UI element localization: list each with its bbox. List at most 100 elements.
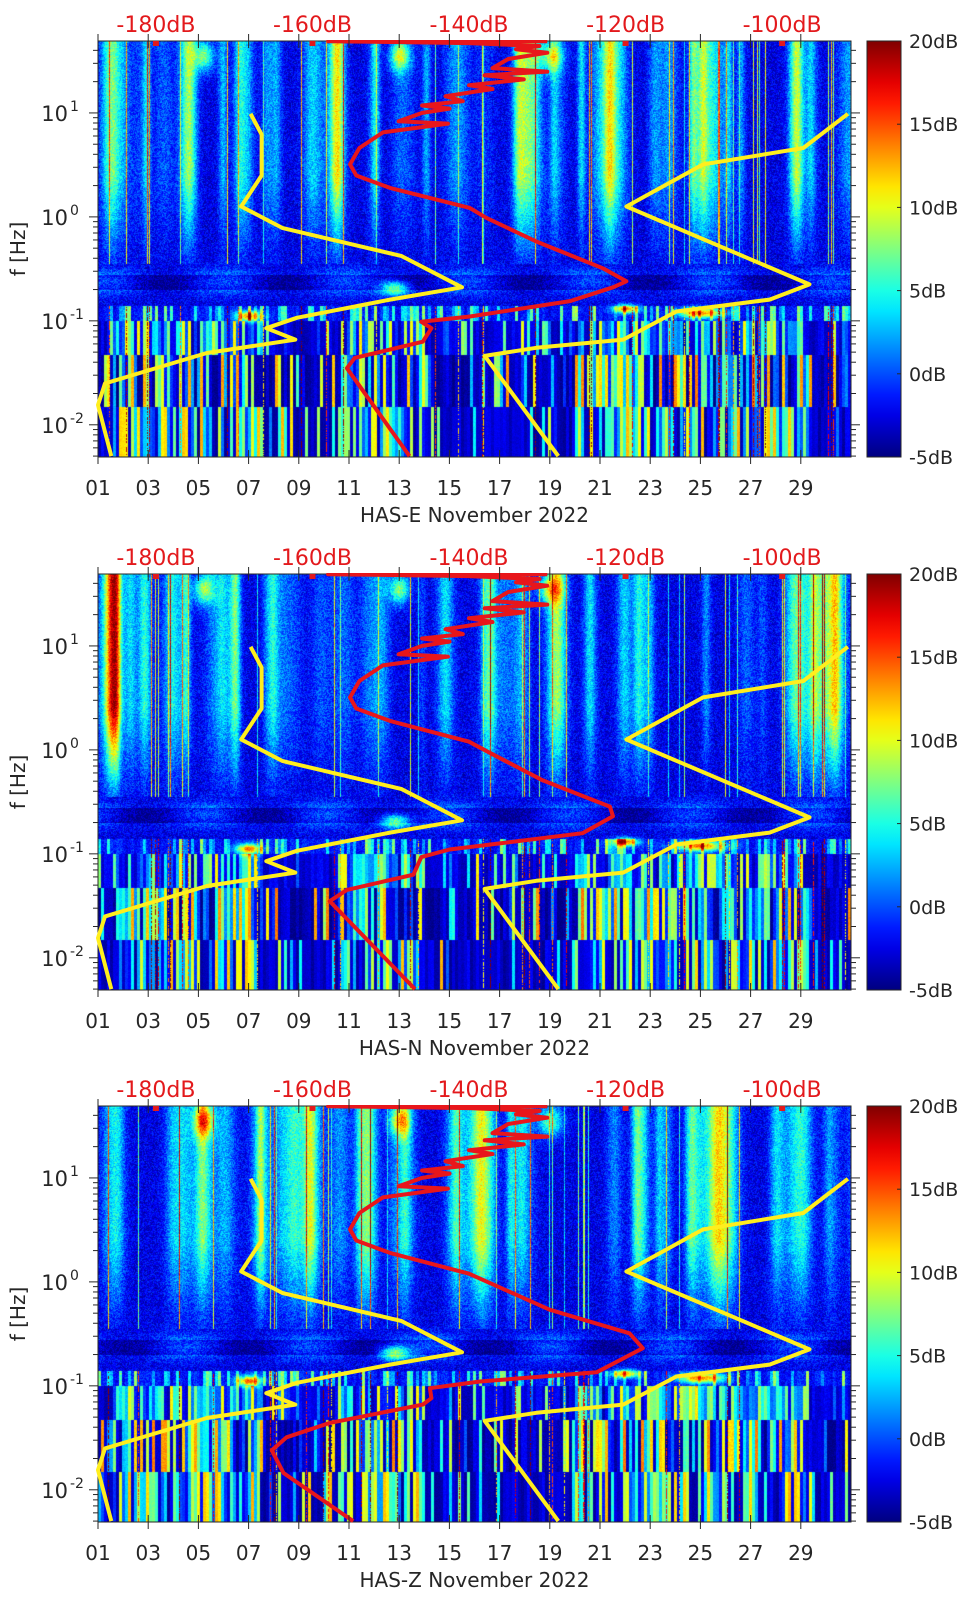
psd-curve	[326, 572, 615, 991]
x-axis-label: HAS-Z November 2022	[360, 1568, 590, 1592]
top-axis-label: -160dB	[273, 1078, 352, 1103]
x-tick-label: 03	[135, 1009, 160, 1033]
top-axis-marker	[779, 574, 786, 579]
top-margin	[0, 0, 962, 40]
x-tick-label: 29	[788, 476, 813, 500]
x-tick-label: 21	[587, 1541, 612, 1565]
y-tick-exponent: 1	[70, 632, 79, 648]
y-tick-label: 10	[41, 947, 68, 971]
top-axis-marker	[152, 1106, 159, 1111]
colorbar-label: 5dB	[909, 814, 946, 836]
colorbar-label: 10dB	[909, 1262, 958, 1284]
x-tick-label: 13	[386, 1009, 411, 1033]
y-tick-exponent: -1	[70, 840, 84, 856]
x-axis-label: HAS-N November 2022	[359, 1036, 590, 1060]
y-tick-label: 10	[41, 1375, 68, 1399]
high-noise-model-curve	[482, 645, 850, 991]
x-tick-label: 25	[688, 1009, 713, 1033]
colorbar-label: 20dB	[909, 564, 958, 586]
x-tick-label: 25	[688, 1541, 713, 1565]
y-tick-base: 10	[41, 1375, 68, 1399]
top-axis-label: -100dB	[743, 546, 822, 571]
top-axis-label: -140dB	[430, 13, 509, 38]
y-tick-exponent: -1	[70, 307, 84, 323]
x-tick-label: 13	[386, 1541, 411, 1565]
x-tick-label: 25	[688, 476, 713, 500]
x-tick-label: 05	[186, 1009, 211, 1033]
x-tick-label: 05	[186, 476, 211, 500]
colorbar-label: 0dB	[909, 897, 946, 919]
colorbar-label: -5dB	[909, 1512, 953, 1534]
x-tick-label: 01	[85, 1541, 110, 1565]
x-tick-label: 13	[386, 476, 411, 500]
y-tick-label: 10	[41, 1271, 68, 1295]
y-tick-base: 10	[41, 635, 68, 659]
y-tick-base: 10	[41, 843, 68, 867]
chart-svg: 01 03 05 07 09 11 13 15 17 19 21 23 25 27 29-180dB -160…	[0, 533, 962, 1060]
low-noise-model-curve	[96, 112, 464, 457]
top-axis-label: -120dB	[586, 1078, 665, 1103]
y-axis-label: f [Hz]	[6, 222, 30, 277]
y-tick-base: 10	[41, 414, 68, 438]
low-noise-model-curve	[96, 645, 464, 990]
y-tick-label: 10	[41, 414, 68, 438]
top-axis-marker	[309, 41, 316, 46]
x-tick-label: 17	[487, 1541, 512, 1565]
x-tick-label: 17	[487, 1009, 512, 1033]
y-tick-label: 10	[41, 843, 68, 867]
psd-curve	[269, 1104, 645, 1523]
top-margin	[0, 533, 962, 573]
colorbar-label: 5dB	[909, 281, 946, 303]
y-tick-base: 10	[41, 1167, 68, 1191]
y-tick-label: 10	[41, 310, 68, 334]
top-axis-label: -100dB	[743, 13, 822, 38]
y-tick-label: 10	[41, 739, 68, 763]
x-tick-label: 01	[85, 1009, 110, 1033]
x-tick-label: 19	[537, 476, 562, 500]
y-tick-base: 10	[41, 310, 68, 334]
x-tick-label: 27	[738, 476, 763, 500]
y-tick-base: 10	[41, 206, 68, 230]
x-tick-label: 03	[135, 476, 160, 500]
colorbar-label: 0dB	[909, 364, 946, 386]
x-tick-label: 07	[236, 476, 261, 500]
spectrogram-panel-e: 01 03 05 07 09 11 13 15 17 19 21 23 25 27 29 -180dB -160…	[0, 0, 962, 533]
x-tick-label: 27	[738, 1541, 763, 1565]
x-tick-label: 01	[85, 476, 110, 500]
y-tick-base: 10	[41, 1479, 68, 1503]
chart-svg: 01 03 05 07 09 11 13 15 17 19 21 23 25 27 29-180dB -160…	[0, 0, 962, 527]
top-axis-label: -180dB	[116, 13, 195, 38]
y-tick-label: 10	[41, 102, 68, 126]
psd-curve	[326, 39, 629, 458]
colorbar-label: 5dB	[909, 1346, 946, 1368]
top-axis-marker	[779, 41, 786, 46]
x-tick-label: 29	[788, 1009, 813, 1033]
spectrogram-panel-z: 01 03 05 07 09 11 13 15 17 19 21 23 25 27 29 -180dB -160…	[0, 1065, 962, 1598]
colorbar	[866, 40, 902, 458]
x-tick-label: 09	[286, 476, 311, 500]
top-axis-label: -120dB	[586, 546, 665, 571]
top-axis-label: -180dB	[116, 546, 195, 571]
top-axis-label: -180dB	[116, 1078, 195, 1103]
top-axis-marker	[779, 1106, 786, 1111]
top-axis-label: -140dB	[430, 1078, 509, 1103]
top-axis-marker	[622, 574, 629, 579]
plot-frame	[97, 40, 852, 458]
colorbar-label: 15dB	[909, 1179, 958, 1201]
top-axis-marker	[622, 1106, 629, 1111]
colorbar-label: 0dB	[909, 1429, 946, 1451]
top-axis-label: -160dB	[273, 546, 352, 571]
top-axis-label: -140dB	[430, 546, 509, 571]
x-tick-label: 23	[637, 1009, 662, 1033]
top-axis-label: -120dB	[586, 13, 665, 38]
y-tick-exponent: 1	[70, 1164, 79, 1180]
x-tick-label: 07	[236, 1009, 261, 1033]
chart-svg: 01 03 05 07 09 11 13 15 17 19 21 23 25 27 29-180dB -160…	[0, 1065, 962, 1592]
x-tick-label: 15	[437, 1009, 462, 1033]
x-tick-label: 19	[537, 1541, 562, 1565]
top-axis-marker	[152, 574, 159, 579]
plot-frame	[97, 1105, 852, 1523]
y-tick-label: 10	[41, 1479, 68, 1503]
x-tick-label: 21	[587, 1009, 612, 1033]
colorbar-label: 20dB	[909, 31, 958, 53]
